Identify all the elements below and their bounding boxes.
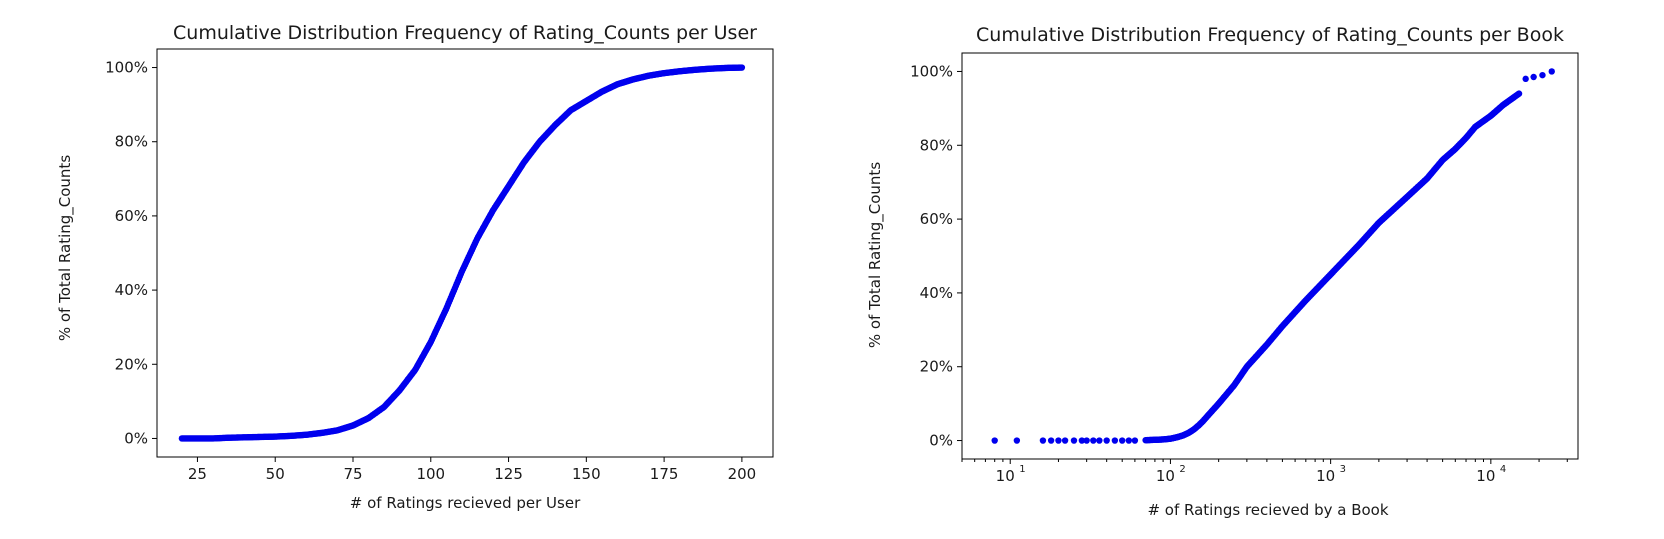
user-chart-xlabel: # of Ratings recieved per User: [350, 494, 581, 512]
data-point: [1061, 437, 1069, 444]
x-tick-label: 10: [1156, 467, 1175, 485]
book-chart-xlabel: # of Ratings recieved by a Book: [1147, 501, 1388, 519]
x-tick-label: 50: [266, 465, 285, 483]
y-tick-label: 100%: [105, 59, 148, 77]
x-tick-label: 10: [1476, 467, 1495, 485]
x-tick-label: 75: [343, 465, 362, 483]
x-tick-exponent: 3: [1340, 464, 1346, 475]
data-point: [1119, 437, 1126, 444]
x-tick-label: 100: [416, 465, 445, 483]
y-tick-label: 20%: [920, 358, 953, 376]
data-point: [1083, 437, 1090, 444]
y-tick-label: 40%: [920, 284, 953, 302]
x-tick-label: 175: [650, 465, 679, 483]
y-tick-label: 80%: [115, 133, 148, 151]
y-tick-label: 60%: [920, 210, 953, 228]
data-point: [1047, 437, 1055, 444]
data-point: [1096, 437, 1103, 444]
book-chart-points: [991, 68, 1555, 444]
y-tick-label: 80%: [920, 136, 953, 154]
x-tick-label: 150: [572, 465, 601, 483]
x-tick-exponent: 4: [1500, 464, 1506, 475]
data-point: [991, 437, 998, 444]
y-tick-label: 100%: [910, 62, 953, 80]
user-cdf-chart: Cumulative Distribution Frequency of Rat…: [56, 22, 774, 512]
x-tick-label: 10: [1316, 467, 1335, 485]
data-point: [738, 64, 746, 71]
y-tick-label: 60%: [115, 207, 148, 225]
book-chart-ticks: 10 1 10 2 10 3 10 40%20%40%60%80%100%: [910, 62, 1568, 485]
data-point: [1070, 437, 1078, 444]
data-point: [1055, 437, 1062, 444]
data-point: [1013, 437, 1021, 444]
book-cdf-chart: Cumulative Distribution Frequency of Rat…: [866, 24, 1579, 519]
x-tick-label: 125: [494, 465, 523, 483]
x-tick-exponent: 1: [1019, 464, 1025, 475]
y-tick-label: 0%: [124, 429, 148, 447]
user-chart-ticks: 25 50 75 100 125 150 175 200 0% 20% 40% 60% 80% 100%: [105, 59, 756, 483]
data-point: [1039, 437, 1047, 444]
data-point: [1548, 68, 1555, 75]
data-point: [1131, 437, 1139, 444]
data-point: [1522, 75, 1529, 83]
book-chart-frame: [961, 52, 1579, 460]
data-point: [1530, 73, 1537, 81]
x-tick-exponent: 2: [1179, 464, 1185, 475]
data-point: [1515, 90, 1523, 97]
x-tick-label: 200: [728, 465, 757, 483]
book-chart-ylabel: % of Total Rating_Counts: [866, 162, 885, 348]
user-chart-ylabel: % of Total Rating_Counts: [56, 155, 75, 341]
data-point: [1078, 437, 1086, 444]
y-tick-label: 20%: [115, 355, 148, 373]
y-tick-label: 40%: [115, 281, 148, 299]
user-chart-title: Cumulative Distribution Frequency of Rat…: [173, 22, 757, 44]
data-point: [1125, 437, 1133, 444]
x-tick-label: 10: [996, 467, 1015, 485]
data-point: [1090, 437, 1097, 444]
data-point: [1539, 71, 1546, 79]
y-tick-label: 0%: [929, 432, 953, 450]
user-chart-points: [178, 64, 746, 442]
book-chart-title: Cumulative Distribution Frequency of Rat…: [976, 24, 1564, 46]
x-tick-label: 25: [188, 465, 207, 483]
data-point: [1103, 437, 1110, 444]
data-point: [1111, 437, 1119, 444]
user-chart-frame: [156, 48, 774, 458]
